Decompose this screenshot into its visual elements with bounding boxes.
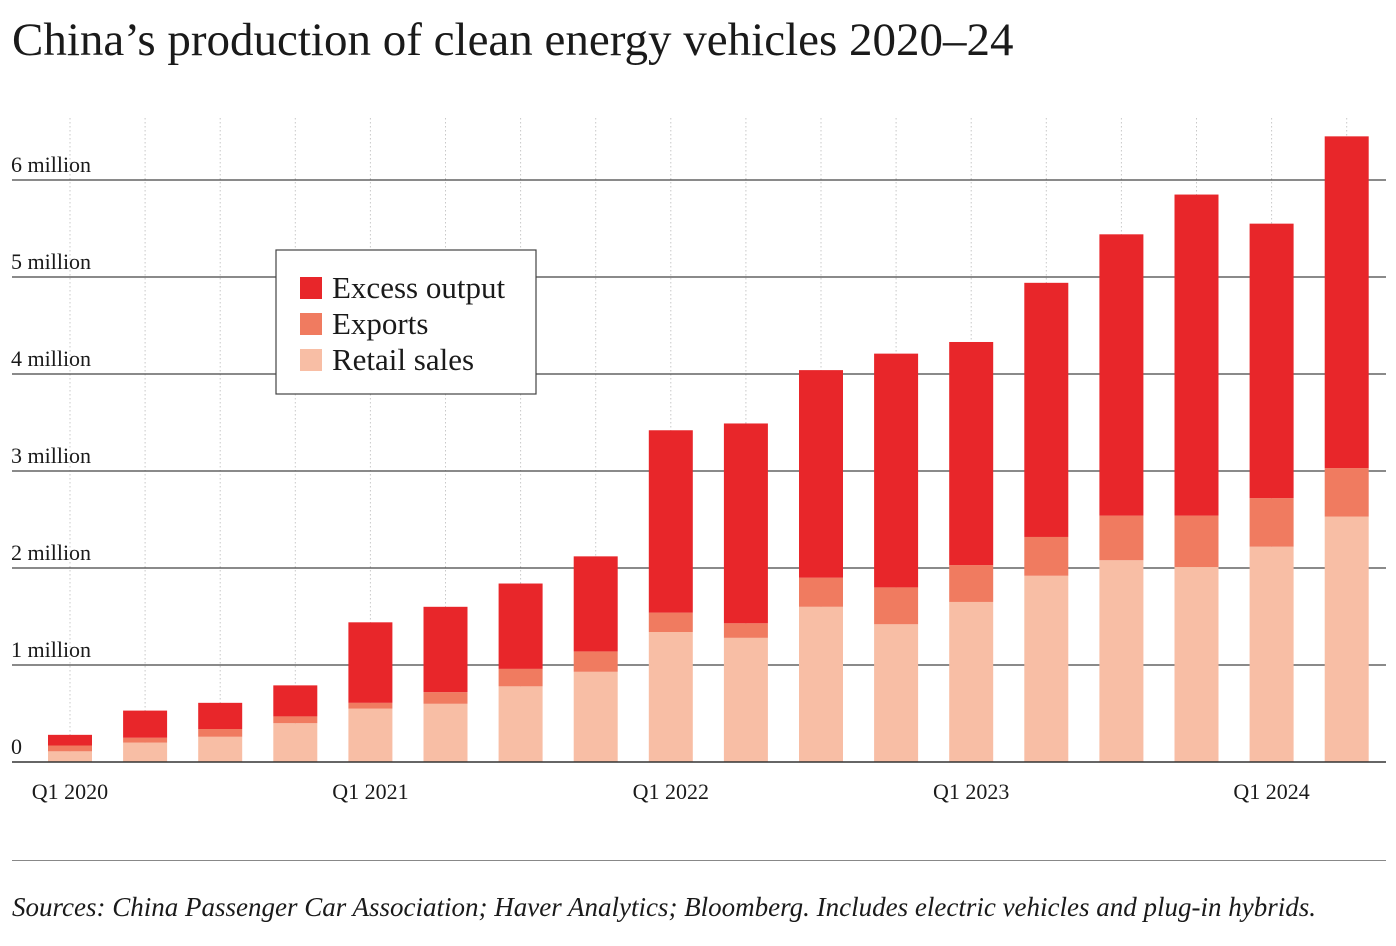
bar-segment-excess-output <box>498 583 543 669</box>
bar-segment-exports <box>874 587 919 625</box>
bar-stack <box>198 702 243 762</box>
legend-swatch <box>300 277 322 299</box>
legend-label: Retail sales <box>332 342 474 377</box>
bar-stack <box>1024 282 1069 762</box>
bar-stack <box>723 423 768 762</box>
bar-segment-exports <box>1324 468 1369 517</box>
bar-segment-exports <box>498 668 543 687</box>
bar-segment-retail-sales <box>273 723 318 762</box>
horizontal-gridlines: 0 1 million 2 million 3 million 4 million 5 m… <box>11 152 1386 759</box>
bar-segment-exports <box>1024 536 1069 576</box>
footer-divider <box>12 860 1386 861</box>
bar-segment-excess-output <box>48 734 92 746</box>
bar-segment-exports <box>648 612 693 633</box>
source-note: Sources: China Passenger Car Association… <box>12 892 1317 922</box>
y-tick-label: 6 million <box>11 152 91 177</box>
bar-segment-retail-sales <box>198 736 243 762</box>
bar-segment-excess-output <box>1099 234 1144 516</box>
legend-label: Exports <box>332 306 428 341</box>
bar-segment-retail-sales <box>874 624 919 762</box>
bar-segment-exports <box>123 737 168 743</box>
bar-segment-excess-output <box>1024 282 1069 537</box>
legend-swatch <box>300 313 322 335</box>
bar-stack <box>874 353 919 762</box>
bar-segment-excess-output <box>949 341 994 566</box>
y-tick-label: 4 million <box>11 346 91 371</box>
x-tick-label: Q1 2020 <box>32 779 108 804</box>
bar-segment-excess-output <box>723 423 768 624</box>
bar-stacks <box>48 136 1369 762</box>
bar-segment-exports <box>48 745 92 752</box>
bar-segment-retail-sales <box>949 601 994 762</box>
bar-segment-exports <box>573 651 618 672</box>
bar-segment-retail-sales <box>1324 516 1369 762</box>
bar-segment-retail-sales <box>423 703 468 762</box>
bar-segment-retail-sales <box>348 708 393 762</box>
x-tick-label: Q1 2023 <box>933 779 1009 804</box>
y-tick-label: 5 million <box>11 249 91 274</box>
bar-segment-excess-output <box>573 556 618 652</box>
bar-stack <box>123 710 168 762</box>
bar-stack <box>573 556 618 762</box>
bar-stack <box>648 430 693 762</box>
bar-segment-excess-output <box>648 430 693 613</box>
bar-segment-excess-output <box>198 702 243 730</box>
bar-segment-retail-sales <box>1024 575 1069 762</box>
y-tick-label: 3 million <box>11 443 91 468</box>
bar-stack <box>949 341 994 762</box>
bar-segment-retail-sales <box>723 637 768 762</box>
bar-stack <box>273 685 318 762</box>
x-tick-label: Q1 2022 <box>633 779 709 804</box>
x-axis: Q1 2020 Q1 2021 Q1 2022 Q1 2023 Q1 2024 <box>12 761 1386 804</box>
legend-swatch <box>300 349 322 371</box>
bar-segment-exports <box>1099 515 1144 561</box>
y-tick-label: 1 million <box>11 637 91 662</box>
bar-segment-retail-sales <box>1174 567 1219 762</box>
bar-stack <box>799 370 843 762</box>
y-tick-label: 0 <box>11 734 22 759</box>
x-tick-label: Q1 2021 <box>332 779 408 804</box>
bar-segment-excess-output <box>273 685 318 717</box>
bar-stack <box>498 583 543 762</box>
bar-segment-excess-output <box>348 622 393 703</box>
bar-segment-excess-output <box>1324 136 1369 469</box>
bar-segment-exports <box>799 577 843 607</box>
bar-segment-retail-sales <box>123 742 168 762</box>
bar-segment-exports <box>723 623 768 638</box>
bar-segment-excess-output <box>423 606 468 693</box>
bar-segment-retail-sales <box>1249 546 1294 762</box>
bar-stack <box>348 622 393 762</box>
bar-segment-exports <box>423 692 468 704</box>
chart-title: China’s production of clean energy vehic… <box>12 14 1014 66</box>
bar-segment-retail-sales <box>573 671 618 762</box>
bar-segment-excess-output <box>874 353 919 588</box>
bar-segment-exports <box>1249 498 1294 547</box>
bar-segment-exports <box>949 565 994 602</box>
bar-segment-excess-output <box>799 370 843 578</box>
bar-stack <box>1174 194 1219 762</box>
bar-segment-excess-output <box>123 710 168 738</box>
bar-stack <box>48 734 92 762</box>
bar-stack <box>1099 234 1144 762</box>
bar-segment-retail-sales <box>1099 560 1144 762</box>
bar-segment-exports <box>348 702 393 709</box>
bar-segment-exports <box>198 729 243 737</box>
bar-segment-exports <box>273 716 318 724</box>
bar-segment-exports <box>1174 515 1219 568</box>
y-tick-label: 2 million <box>11 540 91 565</box>
legend-label: Excess output <box>332 270 505 305</box>
bar-stack <box>1324 136 1369 762</box>
bar-segment-excess-output <box>1174 194 1219 516</box>
x-tick-label: Q1 2024 <box>1233 779 1309 804</box>
bar-segment-retail-sales <box>48 751 92 762</box>
bar-stack <box>423 606 468 762</box>
bar-segment-retail-sales <box>799 606 843 762</box>
bar-segment-retail-sales <box>648 632 693 762</box>
bar-segment-excess-output <box>1249 223 1294 499</box>
bar-segment-retail-sales <box>498 686 543 762</box>
bar-stack <box>1249 223 1294 762</box>
